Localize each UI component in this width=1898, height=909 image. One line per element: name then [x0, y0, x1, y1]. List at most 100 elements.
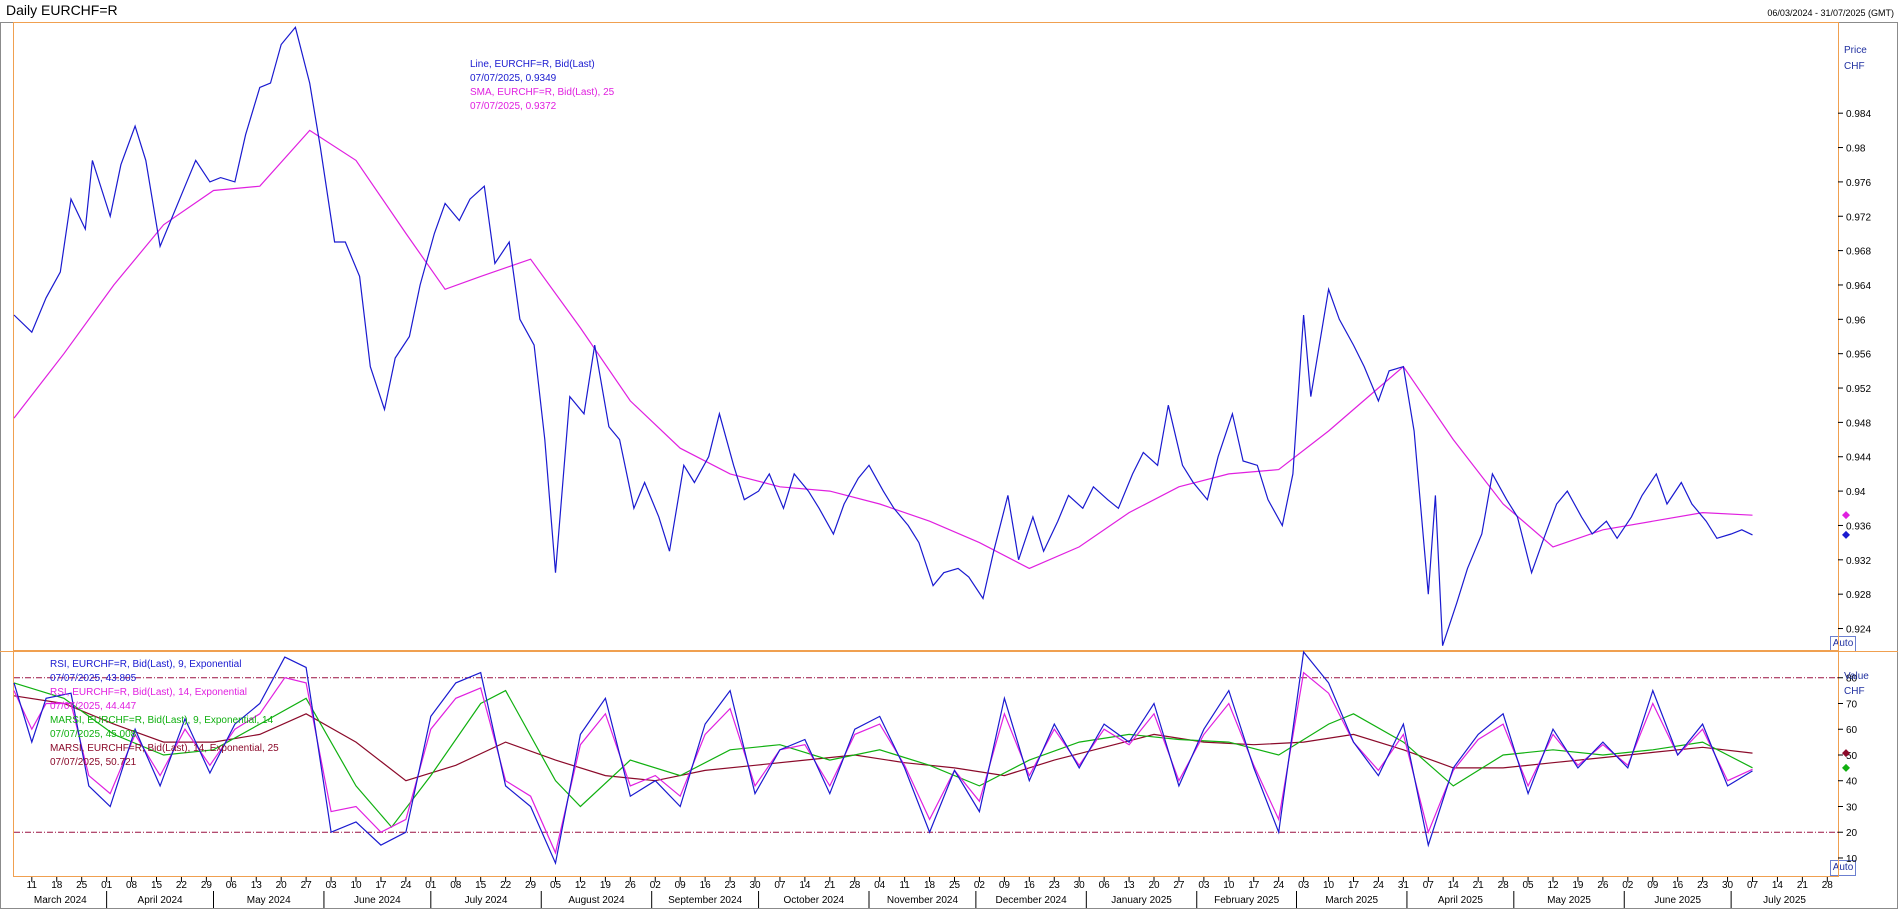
- x-month-label: January 2025: [1111, 895, 1172, 906]
- x-day-label: 10: [350, 880, 362, 891]
- x-day-label: 24: [1273, 880, 1285, 891]
- x-day-label: 30: [1722, 880, 1734, 891]
- x-day-label: 20: [1148, 880, 1160, 891]
- x-day-label: 10: [1323, 880, 1335, 891]
- price-y-tick-label: 0.984: [1846, 109, 1871, 120]
- x-day-label: 16: [1024, 880, 1036, 891]
- x-day-label: 16: [700, 880, 712, 891]
- rsi-axis-unit: CHF: [1844, 686, 1865, 697]
- x-month-label: August 2024: [568, 895, 625, 906]
- price-panel-frame: [13, 22, 1839, 651]
- x-day-label: 04: [874, 880, 886, 891]
- x-day-label: 09: [1647, 880, 1659, 891]
- x-day-label: 25: [949, 880, 961, 891]
- x-day-label: 18: [51, 880, 63, 891]
- x-day-label: 19: [1572, 880, 1584, 891]
- price-y-tick-label: 0.972: [1846, 212, 1871, 223]
- x-month-label: July 2025: [1763, 895, 1806, 906]
- x-day-label: 27: [1173, 880, 1185, 891]
- rsi-y-tick-label: 30: [1846, 802, 1858, 813]
- x-day-label: 16: [1672, 880, 1684, 891]
- x-day-label: 02: [974, 880, 986, 891]
- x-day-label: 14: [799, 880, 811, 891]
- x-day-label: 23: [1697, 880, 1709, 891]
- x-month-label: May 2024: [247, 895, 291, 906]
- rsi-legend-entry: MARSI, EURCHF=R, Bid(Last), 14, Exponent…: [50, 743, 279, 754]
- price-y-tick-label: 0.936: [1846, 521, 1871, 532]
- x-day-label: 05: [1523, 880, 1535, 891]
- price-y-tick-label: 0.952: [1846, 384, 1871, 395]
- x-day-label: 12: [1547, 880, 1559, 891]
- x-day-label: 26: [1597, 880, 1609, 891]
- x-day-label: 21: [824, 880, 836, 891]
- x-day-label: 23: [725, 880, 737, 891]
- x-day-label: 09: [999, 880, 1011, 891]
- price-y-tick-label: 0.98: [1846, 144, 1866, 155]
- x-day-label: 10: [1223, 880, 1235, 891]
- price-y-tick-label: 0.956: [1846, 350, 1871, 361]
- x-day-label: 14: [1448, 880, 1460, 891]
- x-day-label: 29: [201, 880, 213, 891]
- marsi-9-line: [13, 682, 1753, 829]
- x-day-label: 06: [226, 880, 238, 891]
- rsi-legend-entry: 07/07/2025, 45.008: [50, 729, 137, 740]
- x-month-label: November 2024: [887, 895, 959, 906]
- price-y-tick-label: 0.944: [1846, 453, 1871, 464]
- rsi-auto-scale-button[interactable]: Auto: [1830, 860, 1856, 876]
- price-y-tick-label: 0.964: [1846, 281, 1871, 292]
- x-day-label: 22: [500, 880, 512, 891]
- x-day-label: 30: [749, 880, 761, 891]
- rsi-legend-entry: 07/07/2025, 50.721: [50, 757, 137, 768]
- x-day-label: 03: [1298, 880, 1310, 891]
- x-day-label: 21: [1473, 880, 1485, 891]
- x-day-label: 30: [1074, 880, 1086, 891]
- x-month-label: May 2025: [1547, 895, 1591, 906]
- x-day-label: 03: [1198, 880, 1210, 891]
- rsi-y-tick-label: 50: [1846, 751, 1858, 762]
- x-day-label: 17: [1348, 880, 1360, 891]
- x-day-label: 08: [126, 880, 138, 891]
- price-legend-entry: 07/07/2025, 0.9372: [470, 101, 557, 112]
- x-month-label: April 2024: [138, 895, 183, 906]
- x-day-label: 02: [650, 880, 662, 891]
- price-legend-entry: SMA, EURCHF=R, Bid(Last), 25: [470, 87, 615, 98]
- price-y-tick-label: 0.96: [1846, 315, 1866, 326]
- x-day-label: 22: [176, 880, 188, 891]
- x-day-label: 29: [525, 880, 537, 891]
- x-day-label: 17: [1248, 880, 1260, 891]
- x-day-label: 05: [550, 880, 562, 891]
- outer-frame: [0, 22, 1898, 909]
- x-day-label: 24: [400, 880, 412, 891]
- rsi-y-tick-label: 60: [1846, 725, 1858, 736]
- eurchf-price-line: [13, 26, 1753, 646]
- x-day-label: 15: [475, 880, 487, 891]
- x-day-label: 06: [1099, 880, 1111, 891]
- rsi-legend-entry: 07/07/2025, 43.805: [50, 673, 137, 684]
- rsi-legend-entry: RSI, EURCHF=R, Bid(Last), 9, Exponential: [50, 659, 241, 670]
- x-day-label: 21: [1797, 880, 1809, 891]
- x-day-label: 15: [151, 880, 163, 891]
- x-day-label: 25: [76, 880, 88, 891]
- rsi-9-line: [13, 650, 1753, 866]
- x-day-label: 17: [375, 880, 387, 891]
- price-y-tick-label: 0.976: [1846, 178, 1871, 189]
- price-axis-title: Price: [1844, 45, 1867, 56]
- x-month-label: December 2024: [996, 895, 1068, 906]
- x-day-label: 20: [276, 880, 288, 891]
- price-y-tick-label: 0.94: [1846, 487, 1866, 498]
- date-range: 06/03/2024 - 31/07/2025 (GMT): [1767, 8, 1894, 18]
- sma-25-line: [13, 129, 1753, 570]
- rsi-legend-entry: RSI, EURCHF=R, Bid(Last), 14, Exponentia…: [50, 687, 247, 698]
- x-month-label: March 2025: [1325, 895, 1378, 906]
- marsi-14-last-value-marker: [1842, 749, 1850, 758]
- rsi-y-tick-label: 70: [1846, 699, 1858, 710]
- x-day-label: 23: [1049, 880, 1061, 891]
- x-day-label: 07: [774, 880, 786, 891]
- x-month-label: October 2024: [783, 895, 844, 906]
- x-day-label: 02: [1622, 880, 1634, 891]
- marsi-14-line: [13, 695, 1753, 782]
- x-day-label: 28: [849, 880, 861, 891]
- x-day-label: 26: [625, 880, 637, 891]
- rsi-14-line: [13, 671, 1753, 855]
